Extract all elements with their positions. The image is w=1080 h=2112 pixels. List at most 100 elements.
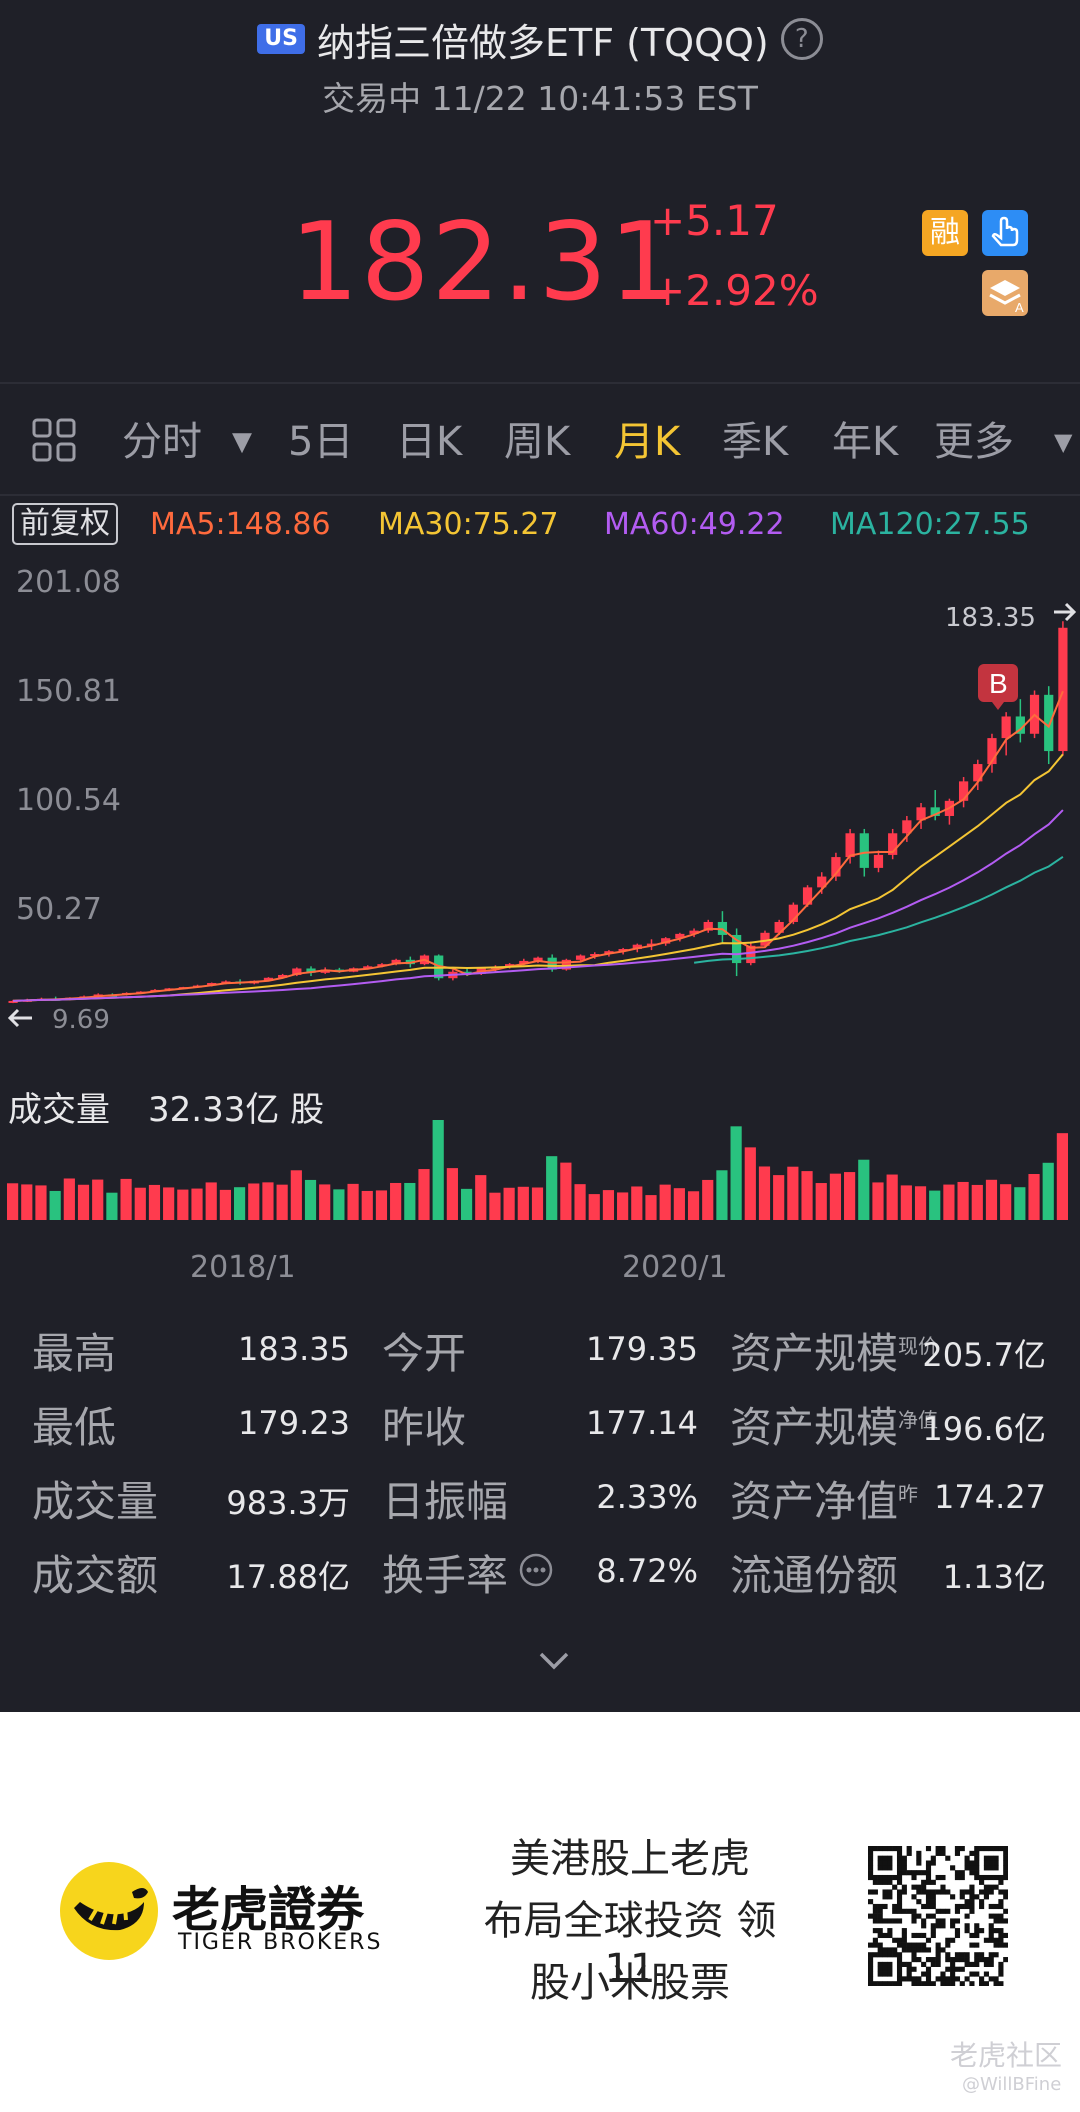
qr-module	[988, 1957, 994, 1963]
candle	[888, 833, 898, 855]
qr-module	[868, 1942, 874, 1948]
volume-bar	[1042, 1162, 1054, 1220]
chevron-down-icon[interactable]: ▼	[232, 427, 252, 457]
qr-module	[887, 1860, 893, 1866]
qr-module	[950, 1976, 956, 1982]
grid-menu-icon[interactable]	[32, 418, 76, 462]
tab-quarterly[interactable]: 季K	[722, 419, 789, 465]
qr-module	[925, 1976, 932, 1982]
qr-module	[974, 1846, 980, 1852]
qr-module	[998, 1913, 1004, 1919]
volume-bar	[673, 1188, 685, 1220]
qr-module	[887, 1932, 893, 1939]
qr-module	[911, 1894, 917, 1900]
volume-bar	[361, 1190, 373, 1220]
tab-weekly[interactable]: 周K	[504, 419, 571, 465]
volume-bar	[730, 1126, 742, 1220]
qr-module	[925, 1903, 932, 1910]
qr-module	[868, 1846, 874, 1852]
qr-module	[988, 1928, 994, 1934]
qr-module	[988, 1874, 994, 1881]
candle	[462, 971, 472, 974]
tab-yearly[interactable]: 年K	[832, 419, 899, 465]
volume-bar	[602, 1190, 615, 1220]
price-change: +5.17	[650, 196, 779, 245]
qr-module	[998, 1961, 1004, 1967]
qr-module	[998, 1981, 1004, 1986]
qr-module	[872, 1937, 878, 1943]
qr-module	[896, 1889, 903, 1895]
stat-value: 983.3万	[226, 1484, 350, 1522]
more-dots-icon[interactable]	[518, 1552, 554, 1588]
qr-module	[892, 1937, 898, 1943]
qr-module	[964, 1889, 970, 1895]
qr-module	[983, 1889, 989, 1895]
qr-module	[964, 1899, 970, 1905]
tab-monthly[interactable]: 月K	[614, 419, 681, 465]
qr-module	[911, 1976, 917, 1982]
adjust-toggle[interactable]: 前复权	[12, 503, 118, 545]
volume-bar	[177, 1189, 189, 1220]
qr-module	[993, 1952, 999, 1958]
qr-module	[916, 1913, 922, 1919]
qr-module	[925, 1889, 932, 1895]
qr-module	[974, 1860, 980, 1866]
qr-module	[1003, 1874, 1008, 1881]
qr-module	[930, 1860, 936, 1866]
tab-more[interactable]: 更多	[934, 419, 1014, 465]
candle	[689, 930, 699, 934]
qr-module	[896, 1894, 903, 1900]
qr-module	[988, 1913, 994, 1919]
qr-module	[993, 1976, 999, 1982]
tab-daily[interactable]: 日K	[396, 419, 463, 465]
stat-value: 196.6亿	[922, 1410, 1046, 1448]
qr-module	[925, 1899, 932, 1905]
qr-module	[954, 1928, 961, 1934]
volume-bar	[801, 1171, 813, 1220]
qr-module	[993, 1860, 999, 1866]
qr-module	[969, 1870, 975, 1876]
help-icon[interactable]: ?	[780, 18, 823, 60]
qr-module	[896, 1957, 903, 1963]
y-axis-label: 150.81	[16, 674, 121, 709]
candlestick-chart[interactable]: 183.35 9.69 B	[0, 560, 1080, 1250]
buy-marker[interactable]: B	[978, 664, 1018, 710]
qr-module	[969, 1903, 975, 1910]
tab-intraday[interactable]: 分时	[122, 419, 202, 465]
indicator-row: 前复权 MA5:148.86 MA30:75.27 MA60:49.22 MA1…	[0, 503, 1080, 545]
qr-module	[916, 1884, 922, 1890]
chevron-down-icon[interactable]	[538, 1650, 570, 1672]
qr-module	[896, 1918, 903, 1924]
qr-module	[868, 1874, 874, 1881]
qr-module	[882, 1889, 888, 1895]
qr-module	[896, 1860, 903, 1866]
qr-module	[901, 1932, 907, 1939]
qr-module	[901, 1860, 907, 1866]
qr-module	[979, 1889, 985, 1895]
volume-bar	[21, 1184, 33, 1220]
ma120-label: MA120:27.55	[830, 507, 1030, 542]
qr-module	[925, 1937, 932, 1943]
candles-layer	[8, 621, 1068, 1004]
qr-module	[988, 1952, 994, 1958]
qr-module	[988, 1884, 994, 1890]
qr-module	[868, 1957, 874, 1963]
volume-bar	[985, 1179, 998, 1220]
qr-module	[930, 1981, 936, 1986]
chevron-down-icon[interactable]: ▼	[1054, 428, 1073, 456]
qr-module	[872, 1981, 878, 1986]
qr-module	[954, 1903, 961, 1910]
layers-icon[interactable]: A	[982, 270, 1028, 316]
qr-module	[935, 1918, 941, 1924]
volume-bar	[205, 1182, 217, 1220]
qr-module	[868, 1865, 874, 1871]
stat-value: 205.7亿	[922, 1336, 1046, 1374]
tab-5day[interactable]: 5日	[288, 419, 354, 465]
stat-label: 资产净值昨	[730, 1477, 919, 1526]
margin-badge[interactable]: 融	[922, 210, 968, 256]
qr-module	[872, 1908, 878, 1914]
volume-bar	[645, 1195, 657, 1220]
qr-module	[964, 1913, 970, 1919]
qr-module	[988, 1961, 994, 1967]
trade-hand-icon[interactable]	[982, 210, 1028, 256]
